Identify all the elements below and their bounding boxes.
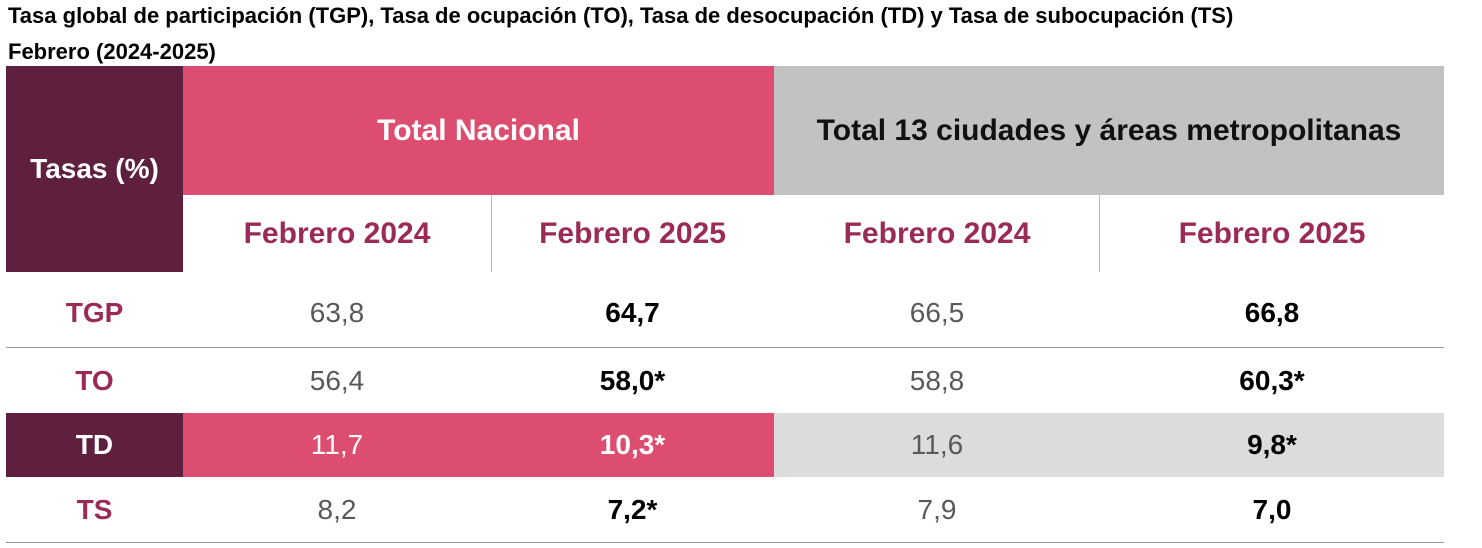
table-title: Tasa global de participación (TGP), Tasa…: [8, 3, 1234, 28]
subheader-nacional-feb-2024: Febrero 2024: [243, 216, 431, 250]
cell-td-13-2025: 9,8*: [1100, 413, 1444, 477]
cell-ts-13-2025: 7,0: [1252, 494, 1292, 525]
table-subtitle: Febrero (2024-2025): [8, 39, 216, 64]
header-total-nacional: Total Nacional: [183, 66, 774, 195]
cell-td-13-2024: 11,6: [774, 413, 1100, 477]
subheader-nacional-feb-2025: Febrero 2025: [539, 216, 726, 250]
cell-tgp-13-2024: 66,5: [909, 297, 965, 328]
cell-ts-nacional-2025: 7,2*: [607, 494, 658, 525]
header-tasas: Tasas (%): [6, 66, 183, 272]
subheader-13-feb-2025: Febrero 2025: [1178, 216, 1366, 250]
header-total-13-ciudades: Total 13 ciudades y áreas metropolitanas: [774, 66, 1444, 195]
cell-tgp-nacional-2024: 63,8: [309, 297, 365, 328]
cell-td-nacional-2025: 10,3*: [491, 413, 774, 477]
cell-ts-13-2024: 7,9: [917, 494, 957, 525]
cell-to-13-2025: 60,3*: [1239, 364, 1305, 396]
column-divider: [491, 195, 492, 272]
cell-td-nacional-2024: 11,7: [183, 413, 491, 477]
row-label-ts: TS: [76, 494, 113, 525]
cell-to-nacional-2025: 58,0*: [599, 364, 666, 396]
table-bottom-border: [6, 542, 1444, 543]
cell-tgp-nacional-2025: 64,7: [605, 297, 660, 328]
subheader-13-feb-2024: Febrero 2024: [843, 216, 1031, 250]
row-label-tgp: TGP: [65, 297, 124, 328]
cell-to-13-2024: 58,8: [909, 364, 965, 396]
cell-ts-nacional-2024: 8,2: [317, 494, 357, 525]
row-divider: [6, 347, 1444, 348]
column-divider: [1099, 195, 1100, 272]
cell-to-nacional-2024: 56,4: [309, 364, 365, 396]
row-label-td: TD: [6, 413, 183, 477]
row-label-to: TO: [75, 364, 114, 396]
cell-tgp-13-2025: 66,8: [1244, 297, 1300, 328]
